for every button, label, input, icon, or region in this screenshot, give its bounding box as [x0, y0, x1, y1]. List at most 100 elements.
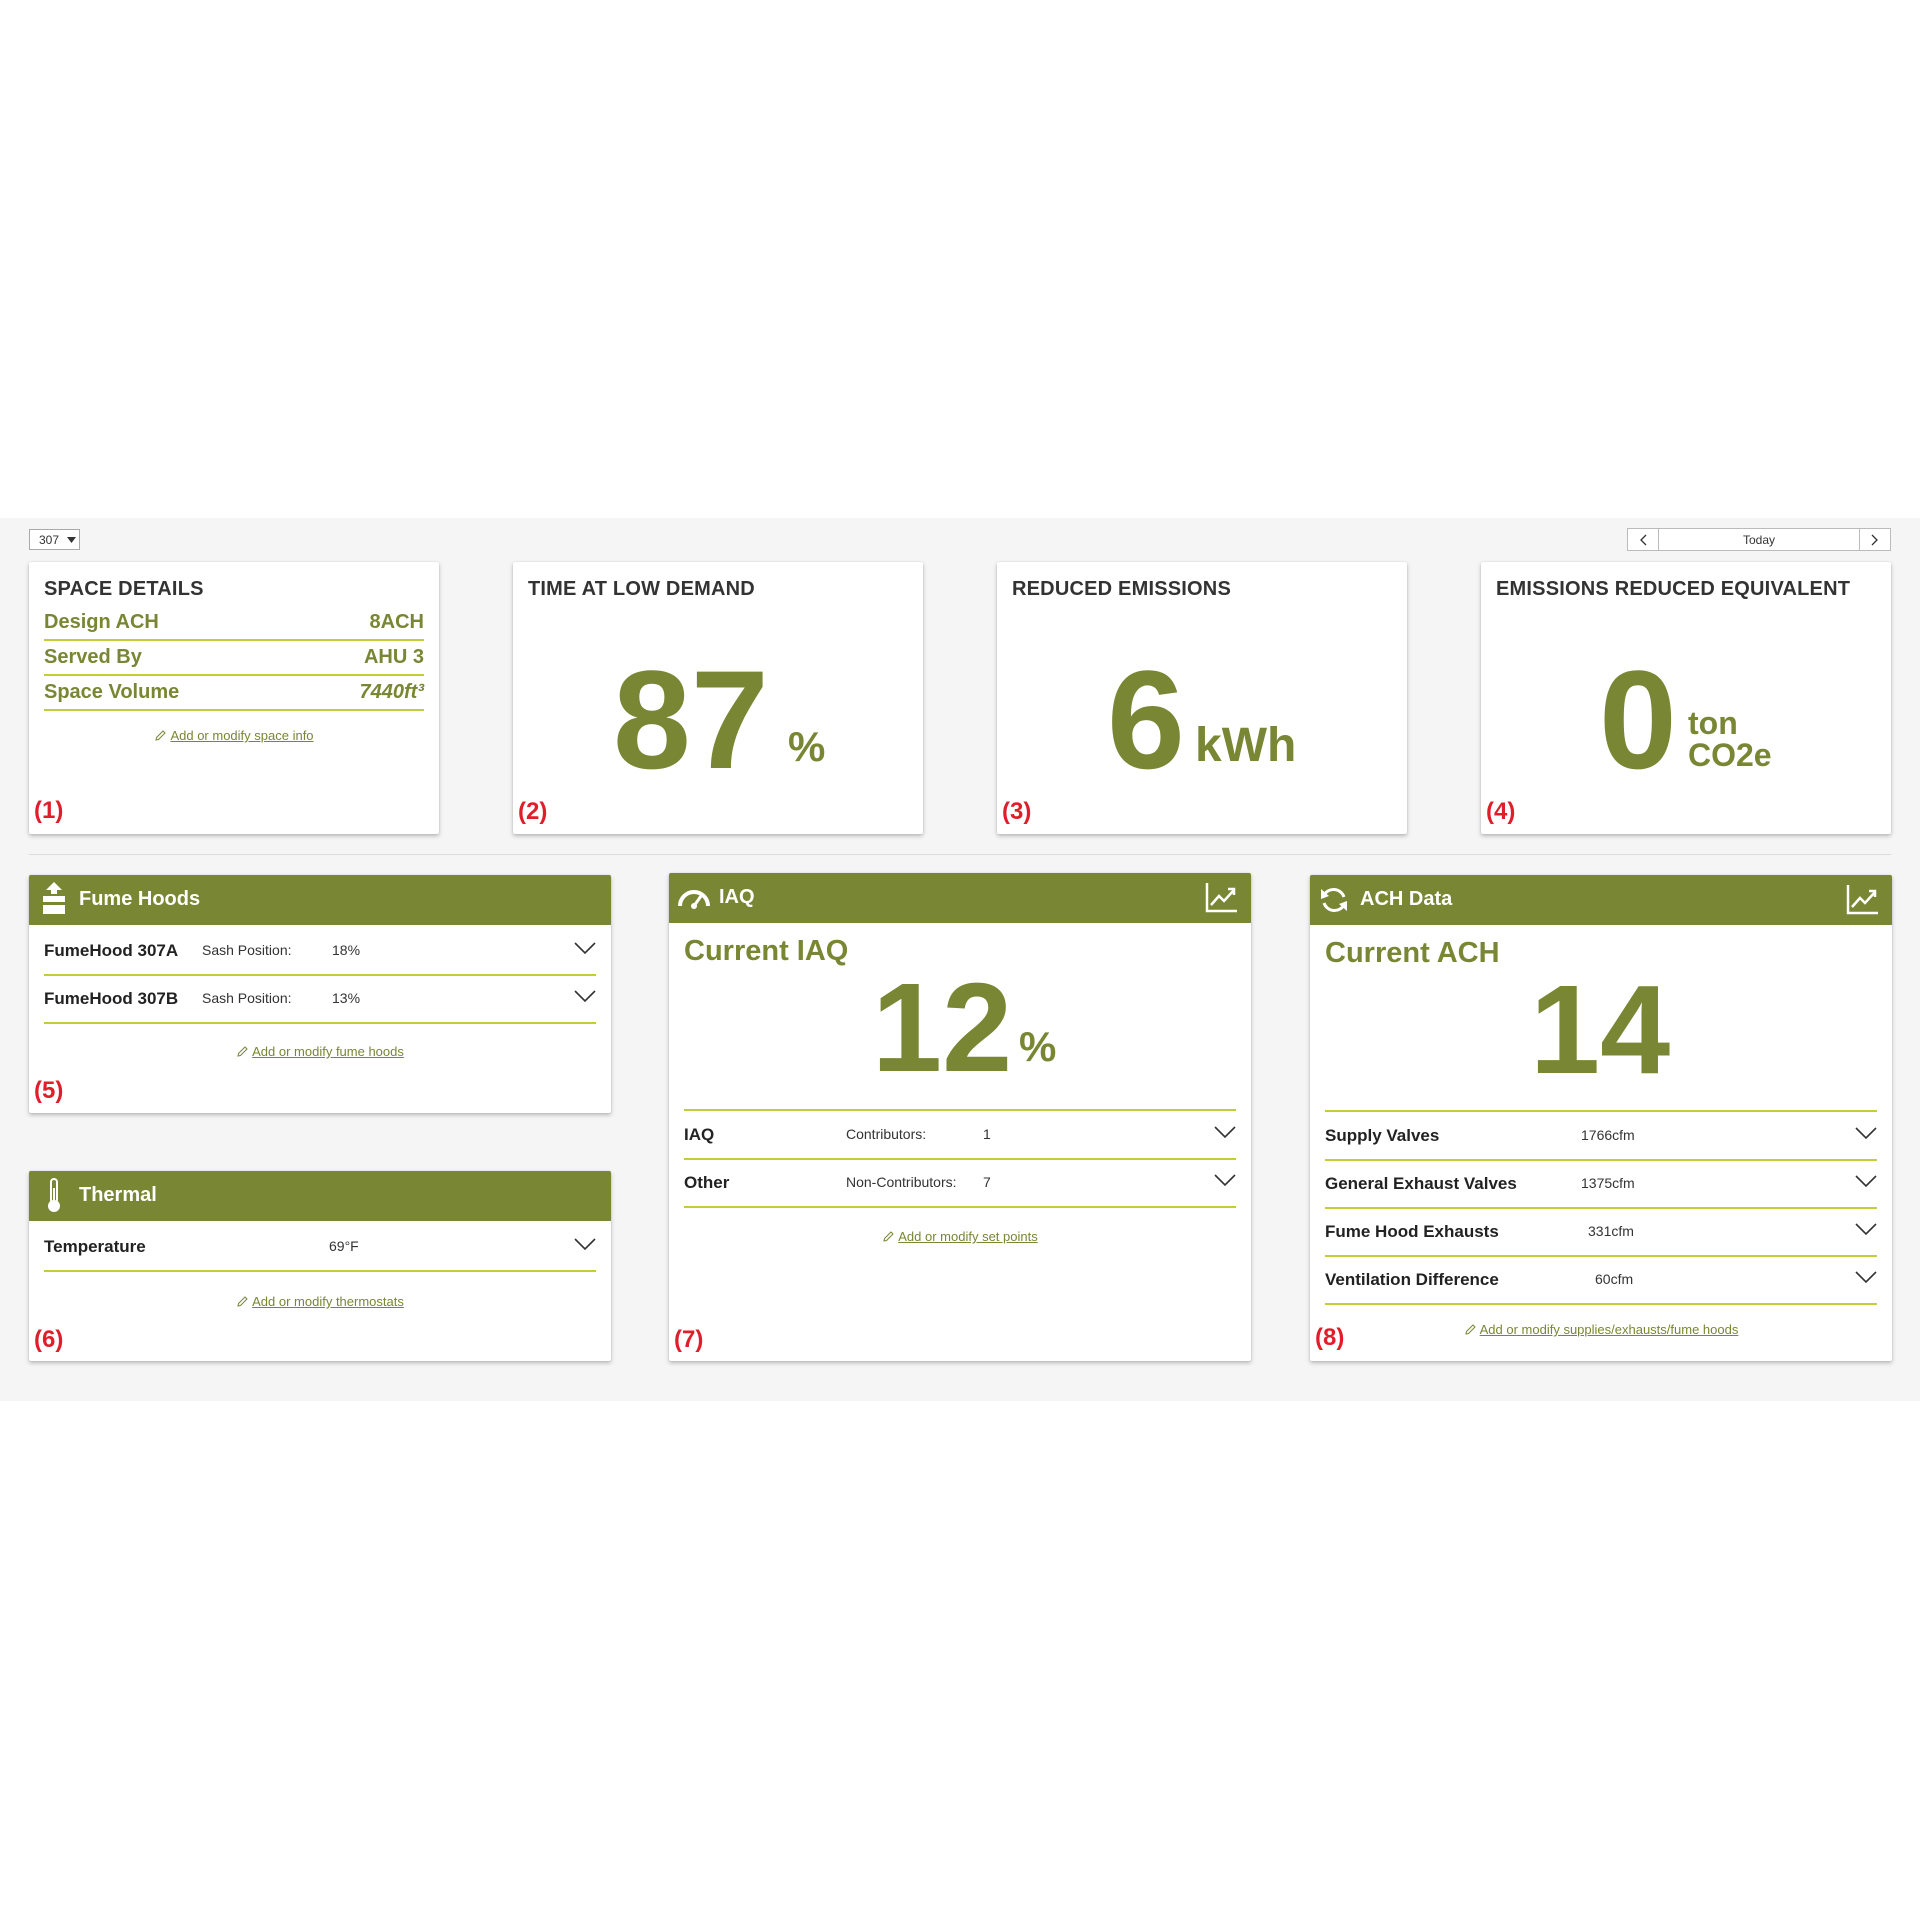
other-row-name: Other: [684, 1173, 730, 1192]
iaq-contributors-row[interactable]: IAQ Contributors: 1: [684, 1111, 1236, 1160]
marker-8: (8): [1315, 1324, 1345, 1351]
ach-header: ACH Data: [1310, 875, 1892, 925]
thermal-header: Thermal: [29, 1171, 611, 1221]
temperature-row[interactable]: Temperature 69°F: [44, 1223, 596, 1272]
modify-thermostats-label: Add or modify thermostats: [252, 1294, 404, 1309]
fume-hoods-title: Fume Hoods: [79, 888, 201, 910]
pencil-icon: [237, 1296, 248, 1307]
fume-hood-exhausts-label: Fume Hood Exhausts: [1325, 1222, 1499, 1241]
fume-hood-exhausts-value: 331cfm: [1588, 1223, 1634, 1239]
fume-hoods-card: Fume Hoods FumeHood 307A Sash Position: …: [29, 875, 611, 1113]
marker-6: (6): [34, 1326, 64, 1353]
pencil-icon: [1465, 1324, 1476, 1335]
sash-position-label: Sash Position:: [202, 942, 292, 958]
space-details-card: SPACE DETAILS Design ACH 8ACH Served By …: [29, 562, 439, 834]
ach-value: 14: [1530, 959, 1671, 1100]
served-by-row: Served By AHU 3: [44, 640, 424, 676]
thermal-card: Thermal Temperature 69°F Add or modify t…: [29, 1171, 611, 1361]
refresh-icon: [1321, 888, 1347, 912]
fume-hood-name: FumeHood 307A: [44, 941, 179, 960]
iaq-header: IAQ: [669, 873, 1251, 923]
space-volume-value: 7440ft³: [359, 680, 424, 703]
served-by-label: Served By: [44, 645, 142, 668]
design-ach-value: 8ACH: [369, 610, 424, 633]
emissions-equivalent-value: 0: [1599, 641, 1677, 798]
temperature-value: 69°F: [329, 1238, 359, 1254]
served-by-value: AHU 3: [363, 645, 424, 668]
reduced-emissions-title: REDUCED EMISSIONS: [1012, 578, 1231, 600]
chevron-down-icon[interactable]: [1855, 1270, 1877, 1284]
ventilation-difference-label: Ventilation Difference: [1325, 1270, 1499, 1289]
iaq-non-contributors-row[interactable]: Other Non-Contributors: 7: [684, 1159, 1236, 1208]
emissions-equivalent-title: EMISSIONS REDUCED EQUIVALENT: [1496, 578, 1851, 600]
iaq-rule: [684, 1109, 1236, 1111]
chevron-down-icon[interactable]: [1855, 1222, 1877, 1236]
temperature-label: Temperature: [44, 1237, 146, 1256]
chevron-down-icon[interactable]: [1214, 1125, 1236, 1139]
emissions-equivalent-card: EMISSIONS REDUCED EQUIVALENT 0 ton CO2e …: [1481, 562, 1891, 834]
chevron-down-icon[interactable]: [574, 1237, 596, 1251]
reduced-emissions-card: REDUCED EMISSIONS 6 kWh (3): [997, 562, 1407, 834]
iaq-card: IAQ Current IAQ 12 % IAQ Contributors: 1…: [669, 873, 1251, 1361]
pencil-icon: [155, 730, 167, 741]
low-demand-unit: %: [788, 723, 826, 770]
general-exhaust-row[interactable]: General Exhaust Valves 1375cfm: [1325, 1160, 1877, 1209]
space-volume-row: Space Volume 7440ft³: [44, 675, 424, 711]
fume-hood-row[interactable]: FumeHood 307A Sash Position: 18%: [44, 927, 596, 976]
modify-thermostats-link[interactable]: Add or modify thermostats: [29, 1294, 611, 1309]
chevron-down-icon[interactable]: [1214, 1173, 1236, 1187]
marker-4: (4): [1486, 798, 1516, 825]
supply-valves-row[interactable]: Supply Valves 1766cfm: [1325, 1112, 1877, 1161]
ach-title: ACH Data: [1360, 888, 1453, 910]
chevron-down-icon[interactable]: [574, 941, 596, 955]
fume-hood-exhausts-row[interactable]: Fume Hood Exhausts 331cfm: [1325, 1208, 1877, 1257]
chevron-down-icon[interactable]: [1855, 1174, 1877, 1188]
trend-chart-icon[interactable]: [1846, 883, 1880, 915]
fume-hood-row[interactable]: FumeHood 307B Sash Position: 13%: [44, 975, 596, 1024]
fume-hood-name: FumeHood 307B: [44, 989, 179, 1008]
non-contributors-value: 7: [983, 1174, 991, 1190]
date-label[interactable]: Today: [1742, 533, 1776, 547]
chevron-left-icon: [1640, 534, 1647, 546]
gauge-icon: [678, 890, 710, 909]
non-contributors-label: Non-Contributors:: [846, 1174, 957, 1190]
next-date-button[interactable]: [1859, 529, 1890, 550]
sash-position-label: Sash Position:: [202, 990, 292, 1006]
low-demand-title: TIME AT LOW DEMAND: [528, 578, 755, 600]
current-ach-label: Current ACH: [1325, 937, 1500, 969]
fume-hood-icon: [43, 882, 65, 914]
prev-date-button[interactable]: [1628, 529, 1659, 550]
low-demand-value: 87: [613, 641, 769, 798]
marker-3: (3): [1002, 798, 1032, 825]
general-exhaust-label: General Exhaust Valves: [1325, 1174, 1517, 1193]
space-select[interactable]: 307: [29, 529, 80, 550]
trend-chart-icon[interactable]: [1205, 881, 1239, 913]
reduced-emissions-unit: kWh: [1195, 719, 1297, 772]
modify-supplies-link[interactable]: Add or modify supplies/exhausts/fume hoo…: [1310, 1322, 1892, 1337]
chevron-down-icon[interactable]: [1855, 1126, 1877, 1140]
marker-1: (1): [34, 797, 64, 824]
emissions-equivalent-unit-2: CO2e: [1688, 737, 1772, 773]
pencil-icon: [237, 1046, 248, 1057]
iaq-title: IAQ: [719, 886, 755, 908]
ach-data-card: ACH Data Current ACH 14 Supply Valves 17…: [1310, 875, 1892, 1361]
marker-7: (7): [674, 1326, 704, 1353]
chevron-right-icon: [1871, 534, 1878, 546]
emissions-equivalent-unit-1: ton: [1688, 705, 1738, 741]
modify-space-info-link[interactable]: Add or modify space info: [29, 728, 439, 743]
date-navigator: Today: [1627, 528, 1891, 551]
modify-set-points-link[interactable]: Add or modify set points: [669, 1229, 1251, 1244]
sash-position-value: 13%: [332, 990, 361, 1006]
reduced-emissions-value: 6: [1107, 641, 1185, 798]
ventilation-difference-row[interactable]: Ventilation Difference 60cfm: [1325, 1256, 1877, 1305]
modify-fume-hoods-link[interactable]: Add or modify fume hoods: [29, 1044, 611, 1059]
pencil-icon: [883, 1231, 894, 1242]
marker-5: (5): [34, 1077, 64, 1104]
contributors-label: Contributors:: [846, 1126, 927, 1142]
low-demand-card: TIME AT LOW DEMAND 87 % (2): [513, 562, 923, 834]
ach-rule: [1325, 1110, 1877, 1112]
general-exhaust-value: 1375cfm: [1581, 1175, 1635, 1191]
chevron-down-icon[interactable]: [574, 989, 596, 1003]
marker-2: (2): [518, 798, 548, 825]
modify-space-info-label: Add or modify space info: [170, 728, 314, 743]
